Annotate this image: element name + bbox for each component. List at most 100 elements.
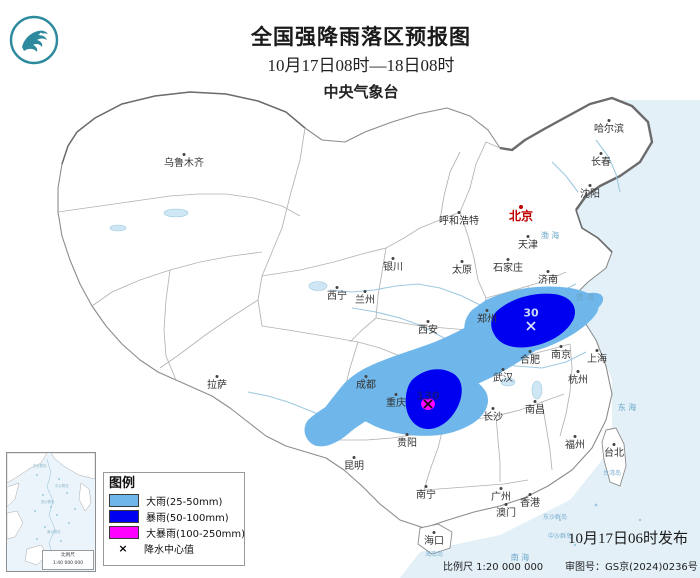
legend-label-precip-center: 降水中心值 <box>144 544 194 556</box>
legend-item-heavy-rain: 大雨(25-50mm) <box>109 492 244 508</box>
inset-scale-label: 比例尺 <box>61 553 75 558</box>
forecast-period: 10月17日08时—18日08时 <box>267 56 455 75</box>
city-name: 长春 <box>591 157 611 168</box>
city-label: 兰州 <box>355 290 375 306</box>
city-name: 南宁 <box>416 490 436 501</box>
city-name: 澳门 <box>496 508 516 519</box>
cma-dragon-logo <box>9 15 59 65</box>
city-marker-dot <box>363 290 367 293</box>
issuing-organisation: 中央气象台 <box>323 83 399 101</box>
city-marker-dot <box>182 153 186 156</box>
city-label: 贵阳 <box>397 433 417 449</box>
city-marker-dot <box>391 257 395 260</box>
rain-area-rainstorm <box>405 293 576 430</box>
legend-swatch-heavy-rain <box>109 493 139 507</box>
city-marker-dot <box>607 119 611 122</box>
sea-name-label: 黄 海 <box>575 293 595 302</box>
map-approval-number: 审图号：GS京(2024)0236号 <box>565 562 698 573</box>
city-marker-dot <box>504 503 508 506</box>
city-label: 南宁 <box>416 485 436 501</box>
city-label: 长春 <box>591 152 611 168</box>
island-name-label: 海南岛 <box>424 551 444 558</box>
city-label: 澳门 <box>496 503 516 519</box>
city-marker-dot <box>460 260 464 263</box>
city-name: 香港 <box>520 498 540 509</box>
city-label: 昆明 <box>344 456 364 472</box>
inset-scale-value: 1:40 000 000 <box>52 561 84 566</box>
sea-name-label: 东 海 <box>617 403 637 412</box>
city-marker-dot <box>335 286 339 289</box>
city-name: 武汉 <box>493 373 513 384</box>
city-label: 上海 <box>587 349 607 365</box>
city-label: 合肥 <box>520 350 540 366</box>
city-name: 拉萨 <box>207 380 227 391</box>
city-marker-dot <box>612 443 616 446</box>
legend-item-rainstorm: 暴雨(50-100mm) <box>109 508 244 524</box>
city-label: 哈尔滨 <box>594 119 624 135</box>
city-label: 南京 <box>551 345 571 361</box>
precip-center-markers <box>423 321 536 409</box>
city-name: 西安 <box>418 325 438 336</box>
city-label: 济南 <box>538 270 558 286</box>
island-name-label: 台湾岛 <box>602 470 622 477</box>
city-marker-dot <box>528 350 532 353</box>
city-marker-dot <box>518 205 523 209</box>
city-name: 海口 <box>424 536 444 547</box>
city-name: 兰州 <box>355 295 375 306</box>
legend-item-severe-rainstorm: 大暴雨(100-250mm) <box>109 524 245 540</box>
city-marker-dot <box>457 211 461 214</box>
city-marker-dot <box>533 400 537 403</box>
city-name: 上海 <box>587 354 607 365</box>
city-marker-dot <box>215 375 219 378</box>
city-label: 西安 <box>418 320 438 336</box>
city-name: 太原 <box>452 265 472 276</box>
precip-center-value: 30 <box>523 306 539 320</box>
city-name: 呼和浩特 <box>439 216 479 227</box>
city-label: 呼和浩特 <box>439 211 479 227</box>
inset-scale-bar: 比例尺 1:40 000 000 <box>42 550 94 570</box>
city-label: 银川 <box>383 257 403 273</box>
city-label: 沈阳 <box>580 184 600 200</box>
city-name: 昆明 <box>344 461 364 472</box>
city-label: 太原 <box>452 260 472 276</box>
issued-time: 10月17日06时发布 <box>567 531 688 547</box>
city-name: 沈阳 <box>580 189 600 200</box>
city-label: 武汉 <box>493 368 513 384</box>
legend-box: 图例 大雨(25-50mm) 暴雨(50-100mm) 大暴雨(100-250m… <box>103 472 245 566</box>
city-label: 西宁 <box>327 286 347 302</box>
legend-swatch-severe-rainstorm <box>109 525 139 539</box>
legend-item-precip-center: × 降水中心值 <box>109 540 244 556</box>
svg-text:南沙群岛: 南沙群岛 <box>47 529 61 534</box>
city-name: 南昌 <box>525 405 545 416</box>
city-name: 重庆 <box>386 398 406 409</box>
precip-center-value: 130 <box>416 389 440 403</box>
city-name: 西宁 <box>327 291 347 302</box>
city-marker-dot <box>546 270 550 273</box>
city-marker-dot <box>595 349 599 352</box>
city-label: 长沙 <box>483 407 503 423</box>
city-name: 天津 <box>518 240 538 251</box>
sea-name-label: 南 海 <box>510 553 530 562</box>
city-marker-dot <box>491 407 495 410</box>
city-label: 海口 <box>424 531 444 547</box>
city-label: 拉萨 <box>207 375 227 391</box>
city-name: 郑州 <box>477 314 497 325</box>
city-name: 北京 <box>508 209 534 223</box>
city-label: 杭州 <box>568 370 588 386</box>
svg-text:中沙群岛: 中沙群岛 <box>55 483 69 488</box>
city-label: 郑州 <box>477 309 497 325</box>
map-scale: 比例尺 1:20 000 000 <box>443 562 544 573</box>
city-marker-dot <box>364 375 368 378</box>
city-marker-dot <box>506 258 510 261</box>
island-name-label: 中沙群岛 <box>547 533 573 540</box>
city-label: 广州 <box>491 487 511 503</box>
legend-label-rainstorm: 暴雨(50-100mm) <box>146 512 229 524</box>
city-marker-dot <box>588 184 592 187</box>
city-label: 天津 <box>518 235 538 251</box>
south-china-sea-inset-map: 东沙群岛 中沙群岛 西沙群岛 南沙群岛 比例尺 1:40 000 000 <box>6 452 96 572</box>
page-title: 全国强降雨落区预报图 <box>251 25 471 49</box>
city-marker-dot <box>526 235 530 238</box>
city-marker-dot <box>432 531 436 534</box>
city-marker-dot <box>394 393 398 396</box>
city-marker-dot <box>424 485 428 488</box>
